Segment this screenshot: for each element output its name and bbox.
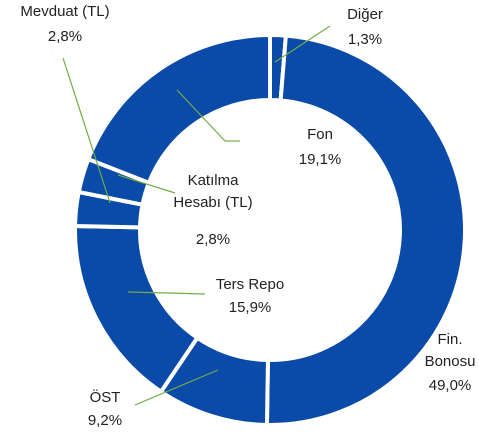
value-label: 2,8% [195, 231, 231, 248]
category-label: Katılma Hesabı (TL) [173, 172, 253, 211]
value-label: 9,2% [87, 412, 123, 429]
leader-line [127, 291, 206, 295]
leader-line [117, 174, 176, 194]
category-label: Mevduat (TL) [20, 3, 110, 20]
leader-line [274, 25, 331, 63]
leader-line [176, 89, 226, 142]
slice [85, 32, 272, 186]
category-label: Diğer [347, 6, 383, 23]
slices [73, 32, 467, 428]
leader-line [62, 57, 111, 204]
leader-line [134, 369, 219, 406]
category-label: Ters Repo [215, 276, 285, 293]
value-label: 1,3% [347, 31, 383, 48]
category-label: ÖST [89, 389, 121, 406]
value-label: 19,1% [298, 151, 342, 168]
category-label: Fon [307, 126, 333, 143]
category-label: Fin. Bonosu [424, 331, 476, 370]
leader-lines [62, 25, 331, 406]
slice [264, 33, 467, 427]
value-label: 2,8% [47, 28, 83, 45]
value-label: 15,9% [228, 299, 272, 316]
value-label: 49,0% [428, 377, 472, 394]
slice [73, 223, 201, 395]
